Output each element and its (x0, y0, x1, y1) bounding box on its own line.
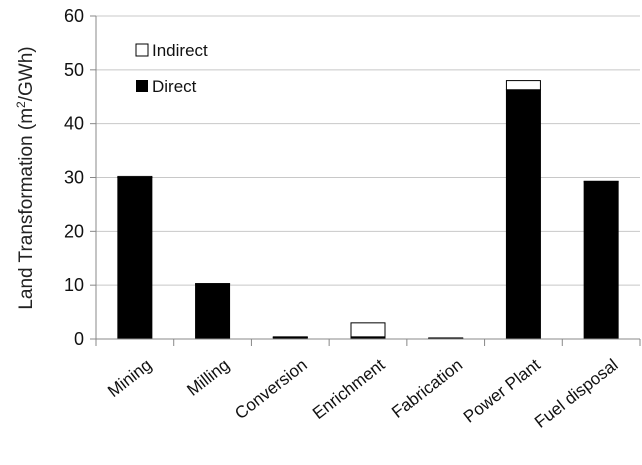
bar-indirect-mining (117, 175, 153, 179)
bar-indirect-fuel-disposal (583, 180, 619, 183)
gridlines (96, 15, 640, 286)
bar-indirect-conversion (272, 336, 308, 338)
y-tick-labels: 0 10 20 30 40 50 60 (64, 6, 84, 349)
bar-direct-milling (195, 283, 231, 340)
legend-label-indirect: Indirect (152, 41, 208, 60)
legend-swatch-indirect (135, 43, 149, 57)
x-category-label: Fabrication (388, 355, 466, 422)
y-tick-label: 40 (64, 114, 84, 134)
legend-label-direct: Direct (152, 77, 197, 96)
y-tick-label: 60 (64, 6, 84, 26)
bar-indirect-power-plant (505, 80, 541, 91)
y-tick-label: 50 (64, 60, 84, 80)
axes (90, 15, 641, 346)
x-category-label: Fuel disposal (531, 355, 622, 432)
y-tick-label: 30 (64, 168, 84, 188)
bar-direct-fuel-disposal (583, 181, 619, 340)
bar-indirect-milling (195, 283, 231, 285)
legend-swatch-direct (136, 80, 148, 92)
bars (117, 80, 619, 340)
y-tick-label: 10 (64, 275, 84, 295)
bar-direct-mining (117, 177, 153, 340)
bar-indirect-fabrication (428, 337, 464, 339)
y-tick-label: 20 (64, 221, 84, 241)
legend: Indirect Direct (135, 41, 208, 96)
bar-direct-power-plant (505, 89, 541, 340)
x-category-label: Conversion (231, 355, 310, 423)
y-axis-title: Land Transformation (m2/GWh) (14, 46, 37, 309)
x-category-label: Milling (183, 355, 233, 400)
bar-indirect-enrichment (350, 322, 386, 338)
x-category-label: Enrichment (309, 355, 389, 423)
y-tick-label: 0 (74, 329, 84, 349)
x-category-label: Mining (104, 355, 155, 401)
